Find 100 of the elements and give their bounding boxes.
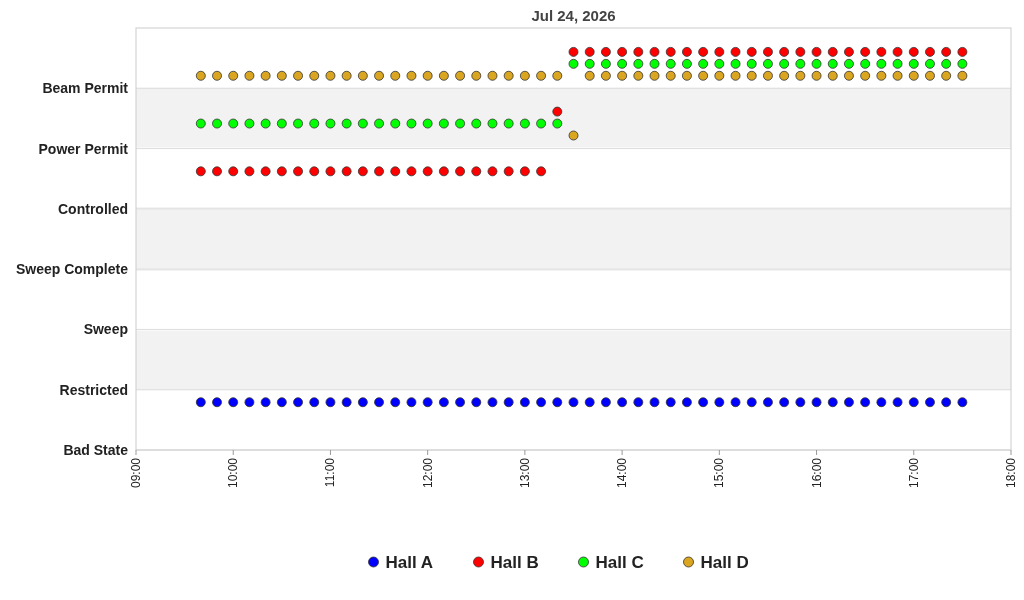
point — [827, 397, 838, 408]
point — [212, 166, 222, 177]
point — [309, 118, 320, 129]
point — [795, 58, 806, 69]
legend-label: Hall B — [490, 553, 539, 572]
point — [276, 397, 287, 408]
point — [276, 166, 287, 177]
point — [649, 70, 660, 81]
point — [374, 118, 384, 129]
point — [341, 166, 352, 177]
point — [552, 397, 563, 408]
point — [601, 397, 611, 408]
point — [406, 118, 417, 129]
point — [698, 70, 709, 81]
point — [519, 397, 530, 408]
point — [908, 58, 919, 69]
point — [698, 58, 709, 69]
point — [455, 166, 465, 177]
point — [665, 397, 676, 408]
point — [925, 58, 935, 69]
x-tick-label: 18:00 — [1004, 457, 1018, 489]
point — [844, 47, 854, 57]
point — [260, 397, 271, 408]
point — [244, 70, 255, 81]
point — [276, 70, 287, 81]
point — [244, 118, 255, 129]
point — [876, 397, 887, 408]
point — [374, 397, 384, 408]
point — [649, 397, 660, 408]
point — [503, 118, 514, 129]
point — [730, 70, 741, 81]
point — [487, 397, 498, 408]
legend-label: Hall D — [700, 553, 749, 572]
point — [584, 47, 595, 57]
point — [212, 397, 222, 408]
point — [584, 58, 595, 69]
point — [422, 118, 433, 129]
point — [763, 70, 773, 81]
point — [195, 166, 206, 177]
point — [860, 47, 871, 57]
point — [665, 70, 676, 81]
point — [195, 397, 206, 408]
point — [519, 118, 530, 129]
point — [844, 58, 854, 69]
point — [746, 397, 757, 408]
point — [730, 58, 741, 69]
point — [293, 397, 303, 408]
point — [471, 70, 482, 81]
point — [455, 70, 465, 81]
x-tick-label: 15:00 — [712, 457, 727, 489]
point — [519, 166, 530, 177]
point — [195, 70, 206, 81]
point — [941, 58, 952, 69]
legend-label: Hall A — [385, 553, 434, 572]
point — [941, 47, 952, 57]
point — [438, 118, 449, 129]
point — [633, 70, 644, 81]
point — [212, 118, 222, 129]
point — [341, 118, 352, 129]
point — [228, 70, 239, 81]
x-tick-label: 16:00 — [809, 457, 824, 489]
point — [455, 118, 465, 129]
point — [698, 397, 709, 408]
point — [422, 70, 433, 81]
point — [860, 58, 871, 69]
point — [341, 70, 352, 81]
point — [325, 397, 336, 408]
point — [617, 397, 628, 408]
point — [795, 397, 806, 408]
point — [536, 70, 546, 81]
point — [325, 166, 336, 177]
point — [633, 47, 644, 57]
point — [390, 166, 401, 177]
x-tick-label: 12:00 — [420, 457, 435, 489]
point — [438, 166, 449, 177]
point — [357, 118, 368, 129]
point — [260, 118, 271, 129]
point — [925, 397, 935, 408]
point — [568, 130, 579, 141]
point — [536, 118, 546, 129]
point — [309, 397, 320, 408]
point — [925, 70, 935, 81]
point — [957, 58, 968, 69]
point — [374, 70, 384, 81]
point — [568, 397, 579, 408]
text: Restricted — [59, 381, 128, 398]
point — [827, 58, 838, 69]
x-tick-label: 09:00 — [129, 457, 143, 489]
x-tick-label: 17:00 — [906, 457, 921, 489]
point — [390, 118, 401, 129]
point — [811, 58, 822, 69]
x-tick-label: 10:00 — [226, 457, 241, 489]
point — [827, 47, 838, 57]
point — [195, 118, 206, 129]
point — [552, 106, 563, 117]
point — [487, 118, 498, 129]
x-tick-label: 13:00 — [517, 457, 532, 489]
point — [601, 58, 611, 69]
point — [228, 166, 239, 177]
point — [601, 70, 611, 81]
